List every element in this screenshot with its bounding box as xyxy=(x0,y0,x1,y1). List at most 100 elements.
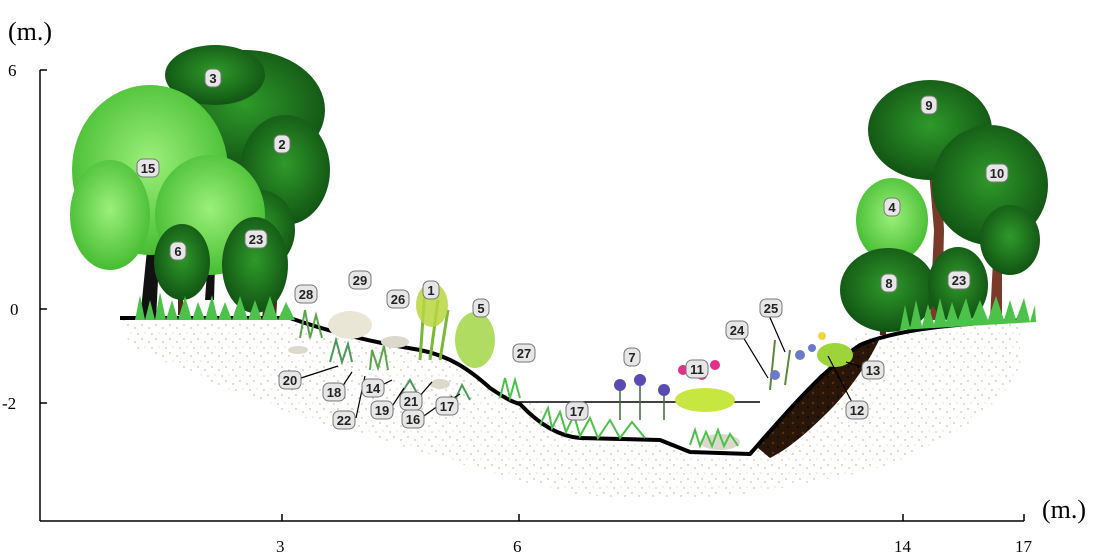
species-badge-13: 13 xyxy=(861,360,885,380)
badge-background xyxy=(759,298,783,318)
ground-surface-line xyxy=(120,316,1023,456)
x-axis-unit: (m.) xyxy=(1042,495,1086,524)
badge-number: 27 xyxy=(517,346,531,361)
badge-number: 29 xyxy=(353,273,367,288)
badge-number: 23 xyxy=(952,273,966,288)
badge-number: 9 xyxy=(925,98,932,113)
species-badge-25: 25 xyxy=(759,298,783,318)
badge-background xyxy=(685,359,709,379)
badge-background xyxy=(244,229,268,249)
species-badge-16: 16 xyxy=(401,409,425,429)
badge-number: 2 xyxy=(278,137,285,152)
badge-background xyxy=(273,134,291,154)
badge-background xyxy=(386,289,410,309)
y-tick-label: 6 xyxy=(8,61,17,80)
badge-background xyxy=(880,273,898,293)
badge-background xyxy=(278,370,302,390)
species-badge-3: 3 xyxy=(204,68,222,88)
species-badge-18: 18 xyxy=(322,382,346,402)
badge-number: 6 xyxy=(174,244,181,259)
y-axis xyxy=(39,69,47,521)
badge-background xyxy=(322,382,346,402)
badge-background xyxy=(985,163,1009,183)
right-grass xyxy=(900,296,1036,330)
species-badge-8: 8 xyxy=(880,273,898,293)
species-badge-2: 2 xyxy=(273,134,291,154)
right-bank-plants xyxy=(769,332,853,391)
badge-number: 20 xyxy=(283,373,297,388)
badge-background xyxy=(136,158,160,178)
badge-number: 25 xyxy=(764,301,778,316)
y-axis-unit: (m.) xyxy=(8,17,52,46)
badge-background xyxy=(361,378,385,398)
badge-background xyxy=(565,401,589,421)
badge-number: 5 xyxy=(477,301,484,316)
badge-number: 21 xyxy=(404,394,418,409)
species-badge-23: 23 xyxy=(947,270,971,290)
x-tick-label: 17 xyxy=(1015,537,1033,556)
tree-6-shrub xyxy=(154,224,210,315)
badge-number: 23 xyxy=(249,232,263,247)
species-badge-24: 24 xyxy=(725,320,749,340)
badge-number: 3 xyxy=(209,71,216,86)
badge-background xyxy=(512,343,536,363)
species-badge-14: 14 xyxy=(361,378,385,398)
badge-number: 19 xyxy=(375,403,389,418)
y-tick-label: -2 xyxy=(2,394,16,413)
badge-background xyxy=(623,347,641,367)
badge-background xyxy=(422,280,440,300)
x-tick-label: 6 xyxy=(513,537,522,556)
badge-number: 22 xyxy=(337,413,351,428)
dark-bank-soil xyxy=(758,338,880,458)
badge-background xyxy=(204,68,222,88)
species-badge-21: 21 xyxy=(399,391,423,411)
species-badge-19: 19 xyxy=(370,400,394,420)
badge-background xyxy=(883,197,901,217)
species-badge-11: 11 xyxy=(685,359,709,379)
badge-number: 4 xyxy=(888,200,896,215)
badge-number: 12 xyxy=(850,403,864,418)
species-badge-23: 23 xyxy=(244,229,268,249)
badge-number: 28 xyxy=(299,287,313,302)
badge-background xyxy=(169,241,187,261)
badge-number: 8 xyxy=(885,276,892,291)
badge-number: 17 xyxy=(440,399,454,414)
badge-background xyxy=(845,400,869,420)
species-badge-27: 27 xyxy=(512,343,536,363)
species-badge-4: 4 xyxy=(883,197,901,217)
badge-background xyxy=(472,298,490,318)
tree-23-left xyxy=(222,217,288,313)
badge-background xyxy=(725,320,749,340)
species-badge-6: 6 xyxy=(169,241,187,261)
badge-background xyxy=(947,270,971,290)
badge-background xyxy=(920,95,938,115)
tree-4-light xyxy=(856,178,928,262)
x-tick-label: 14 xyxy=(894,537,912,556)
badge-number: 14 xyxy=(366,381,381,396)
badge-number: 1 xyxy=(427,283,434,298)
species-badge-9: 9 xyxy=(920,95,938,115)
badge-background xyxy=(861,360,885,380)
badge-background xyxy=(348,270,372,290)
badge-background xyxy=(370,400,394,420)
species-badge-28: 28 xyxy=(294,284,318,304)
left-grass xyxy=(135,292,295,320)
y-tick-label: 0 xyxy=(10,300,19,319)
badge-background xyxy=(294,284,318,304)
x-tick-label: 3 xyxy=(276,537,285,556)
badge-number: 15 xyxy=(141,161,155,176)
channel-plants xyxy=(539,360,740,450)
species-badge-26: 26 xyxy=(386,289,410,309)
species-badge-17: 17 xyxy=(435,396,459,416)
badge-number: 7 xyxy=(628,350,635,365)
badge-number: 24 xyxy=(730,323,745,338)
species-badge-5: 5 xyxy=(472,298,490,318)
species-badge-22: 22 xyxy=(332,410,356,430)
badge-number: 16 xyxy=(406,412,420,427)
species-badge-7: 7 xyxy=(623,347,641,367)
badge-number: 10 xyxy=(990,166,1004,181)
species-badge-29: 29 xyxy=(348,270,372,290)
badge-background xyxy=(435,396,459,416)
